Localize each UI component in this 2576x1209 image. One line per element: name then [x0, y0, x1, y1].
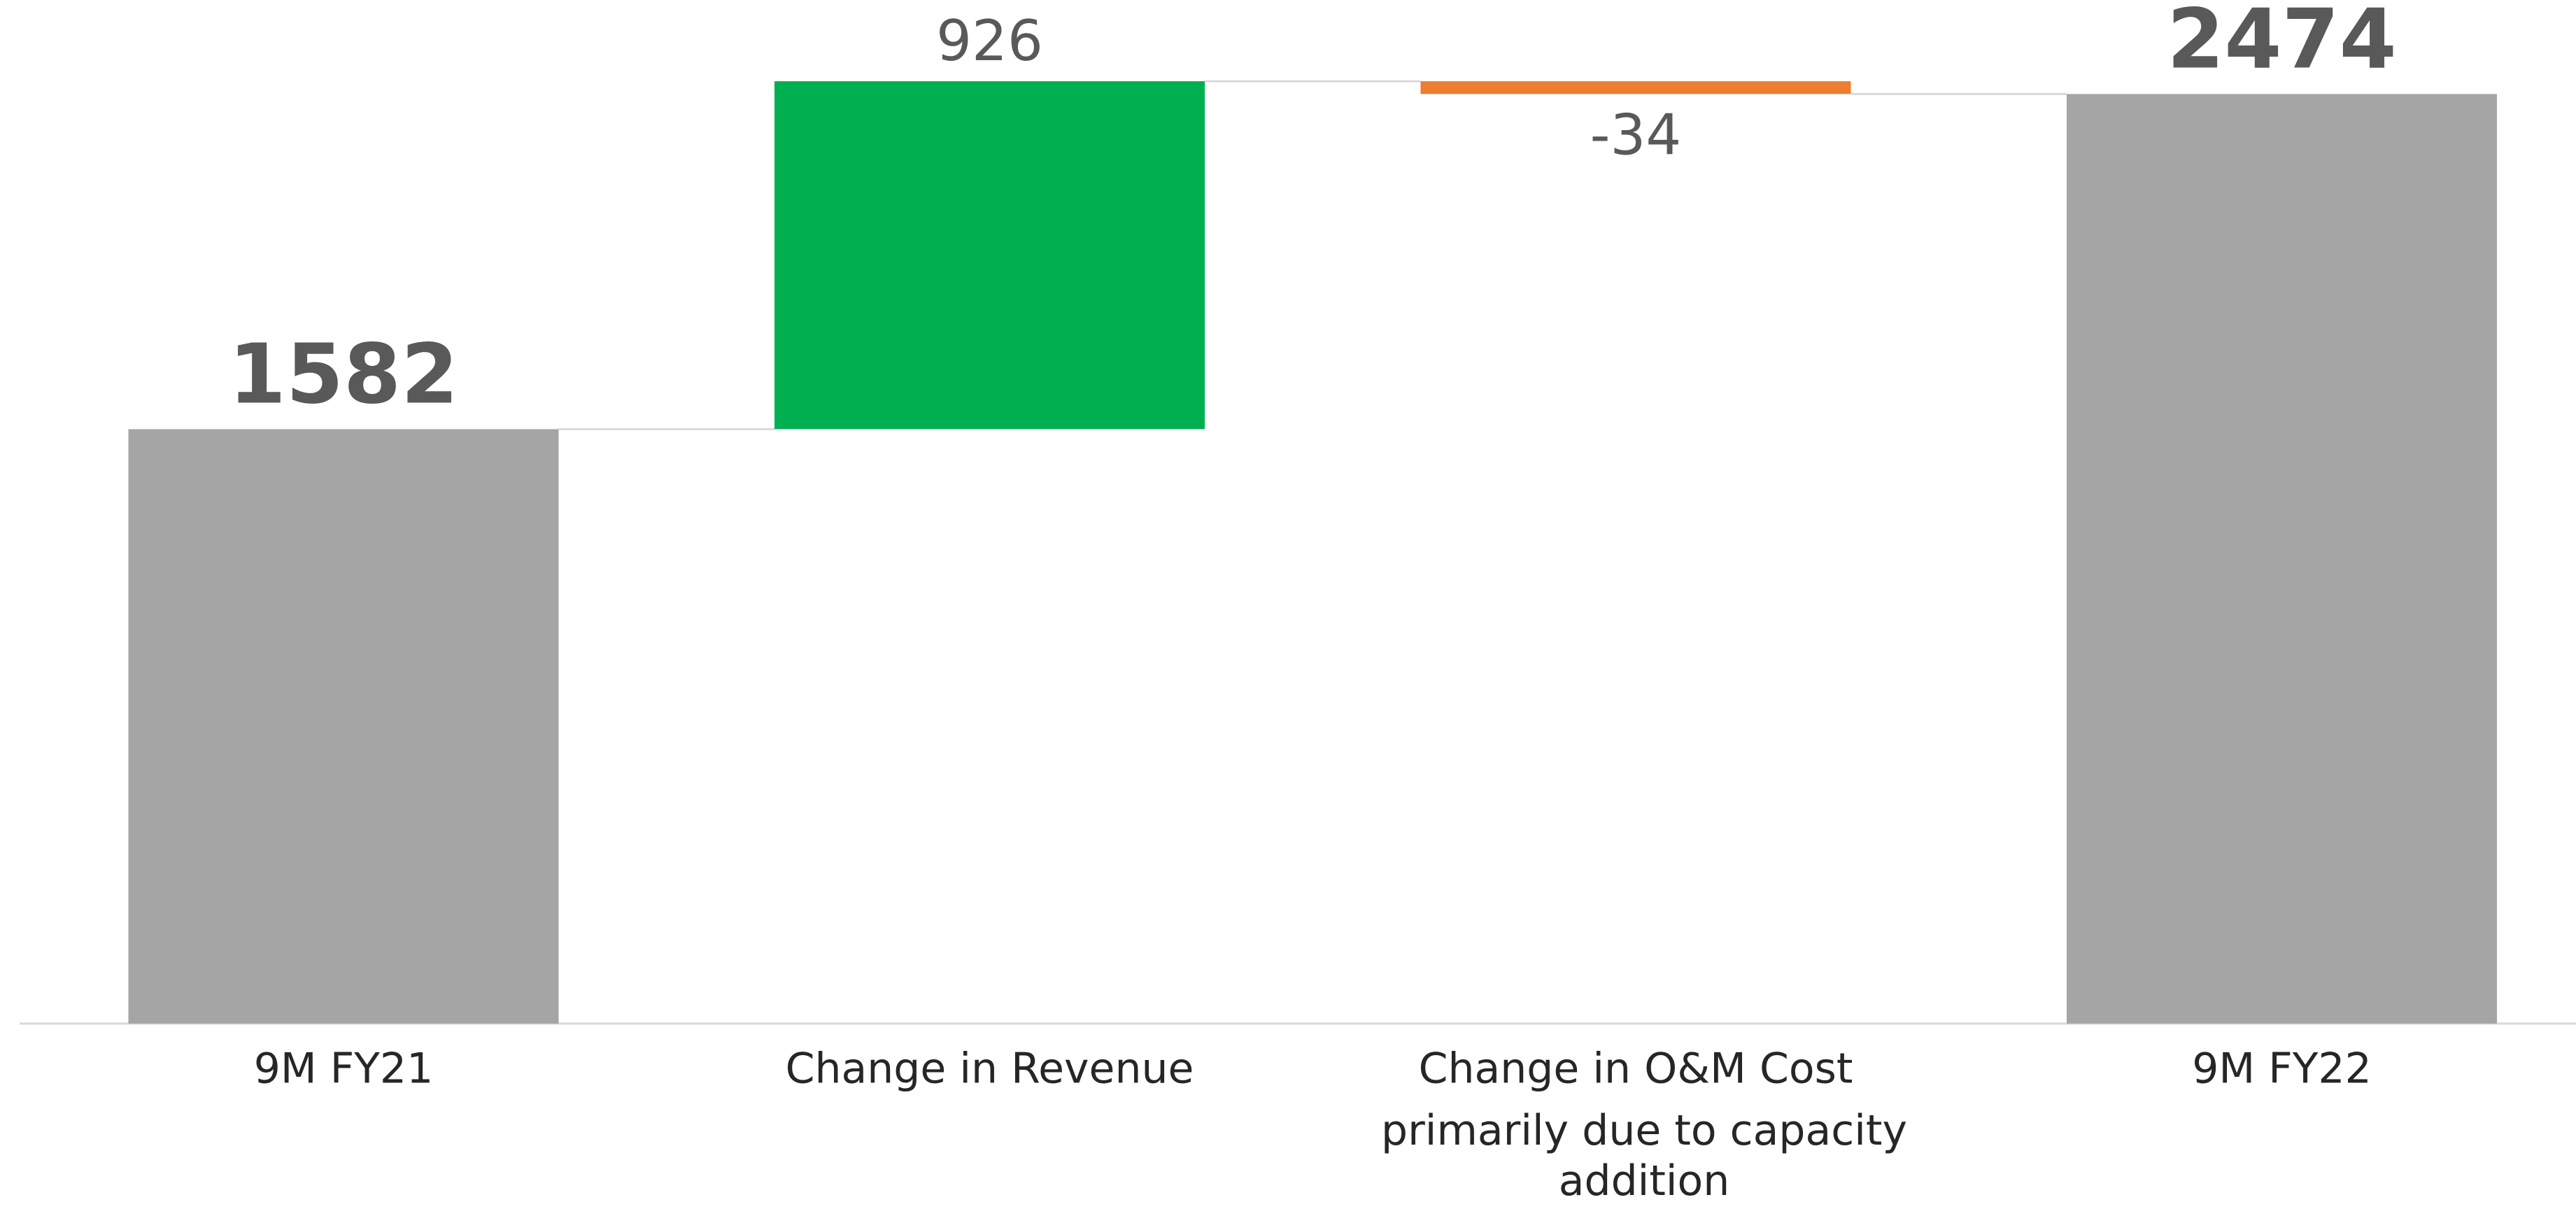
data-label: 926 — [936, 8, 1043, 73]
x-tick-label: 9M FY21 — [254, 1045, 434, 1094]
x-tick-label: Change in Revenue — [786, 1045, 1194, 1094]
bar — [774, 81, 1205, 430]
bar — [1420, 81, 1851, 94]
x-tick-label: 9M FY22 — [2192, 1045, 2372, 1094]
bar — [128, 429, 559, 1024]
data-label: -34 — [1590, 102, 1682, 167]
annotation: primarily due to capacity addition — [1381, 1106, 1907, 1206]
bar — [2067, 94, 2497, 1024]
x-tick-label: Change in O&M Cost — [1419, 1045, 1853, 1094]
data-label: 1582 — [229, 326, 458, 423]
data-label: 2474 — [2167, 0, 2396, 87]
